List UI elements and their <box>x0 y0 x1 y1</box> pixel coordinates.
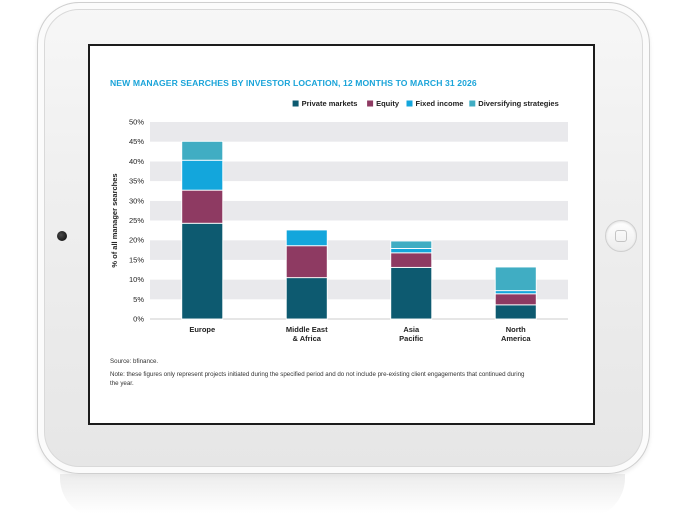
y-tick-label: 50% <box>129 118 144 127</box>
bar-segment <box>494 304 537 320</box>
bar-segment <box>181 222 224 320</box>
chart-title: NEW MANAGER SEARCHES BY INVESTOR LOCATIO… <box>110 78 477 88</box>
x-tick-label: North <box>506 325 526 334</box>
home-button[interactable] <box>605 220 637 252</box>
grid-band <box>150 141 568 162</box>
bar-segment <box>285 229 328 247</box>
stacked-bar-chart: 0% 5% 10% 15% 20% 25% 30% 35% 40% 45% 50% % of all … <box>110 99 568 343</box>
grid-band <box>150 279 568 300</box>
x-tick-label: America <box>501 334 531 343</box>
grid-band <box>150 200 568 221</box>
y-tick-label: 40% <box>129 157 144 166</box>
bar-segment <box>181 189 224 224</box>
grid-band <box>150 122 568 142</box>
bar-segment <box>390 252 433 268</box>
x-tick-label: & Africa <box>293 334 322 343</box>
grid-band <box>150 181 568 201</box>
bar-segment <box>285 245 328 279</box>
x-tick-label: Asia <box>403 325 420 334</box>
y-tick-label: 0% <box>133 315 144 324</box>
grid-band <box>150 161 568 182</box>
y-tick-label: 25% <box>129 216 144 225</box>
y-axis-label: % of all manager searches <box>110 173 119 267</box>
bar-segment <box>390 248 433 254</box>
y-tick-label: 20% <box>129 236 144 245</box>
bar-segment <box>494 293 537 306</box>
y-tick-label: 15% <box>129 255 144 264</box>
footnote: Note: these figures only represent proje… <box>110 371 525 387</box>
y-tick-label: 30% <box>129 196 144 205</box>
bar-segment <box>181 140 224 161</box>
grid-band <box>150 240 568 260</box>
y-tick-label: 35% <box>129 177 144 186</box>
y-tick-label: 5% <box>133 295 144 304</box>
tablet-reflection <box>60 474 625 518</box>
bar-segment <box>390 240 433 249</box>
camera-icon <box>57 231 67 241</box>
bar-segment <box>181 159 224 191</box>
legend-label: Private markets <box>302 99 358 108</box>
tablet-screen: NEW MANAGER SEARCHES BY INVESTOR LOCATIO… <box>88 44 595 425</box>
bar-segment <box>390 266 433 320</box>
x-tick-label: Pacific <box>399 334 423 343</box>
x-tick-label: Europe <box>189 325 215 334</box>
y-tick-label: 10% <box>129 275 144 284</box>
legend-swatch <box>469 100 476 107</box>
legend-swatch <box>292 100 299 107</box>
legend-label: Diversifying strategies <box>478 99 558 108</box>
grid-band <box>150 299 568 319</box>
legend-swatch <box>406 100 413 107</box>
bar-segment <box>285 277 328 320</box>
bar-segment <box>494 266 537 292</box>
grid-band <box>150 220 568 241</box>
source-note: Source: bfinance. <box>110 358 159 365</box>
legend-label: Equity <box>376 99 400 108</box>
grid-band <box>150 259 568 280</box>
y-tick-label: 45% <box>129 137 144 146</box>
legend-label: Fixed income <box>416 99 464 108</box>
bar-segment <box>494 290 537 295</box>
legend-swatch <box>367 100 374 107</box>
x-tick-label: Middle East <box>286 325 328 334</box>
